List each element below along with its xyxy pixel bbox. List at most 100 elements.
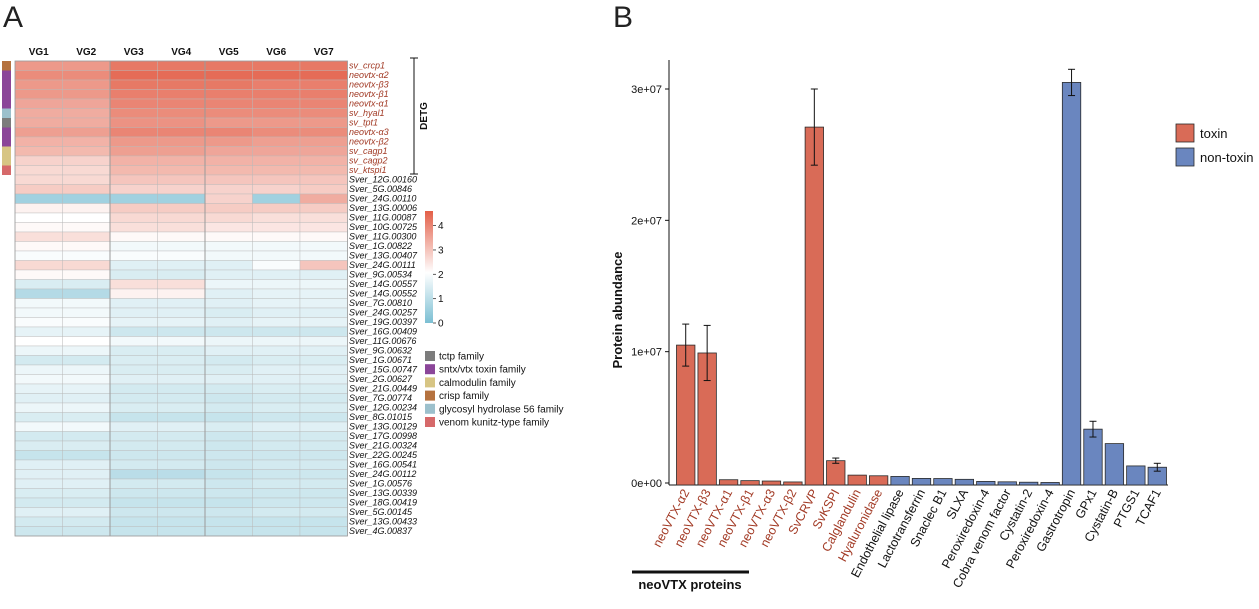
heatmap-cell — [299, 60, 348, 71]
y-tick-label: 0e+00 — [631, 478, 662, 490]
row-label: Sver_24G.00111 — [349, 260, 416, 270]
heatmap-cell — [62, 497, 111, 508]
heatmap-cell — [157, 231, 206, 242]
family-legend-label: calmodulin family — [439, 378, 516, 389]
heatmap-cell — [204, 70, 253, 81]
bar — [954, 478, 974, 486]
heatmap-cell — [62, 127, 111, 138]
heatmap-cell — [109, 155, 158, 166]
row-label: Sver_24G.00112 — [349, 469, 416, 479]
row-label: Sver_17G.00998 — [349, 431, 417, 441]
heatmap-cell — [14, 402, 63, 413]
heatmap-cell — [62, 279, 111, 290]
heatmap-cell — [252, 269, 301, 280]
row-label: Sver_21G.00449 — [349, 384, 417, 394]
row-label: Sver_12G.00160 — [349, 175, 417, 185]
heatmap-cell — [157, 412, 206, 423]
colorbar-tick-label: 2 — [438, 270, 444, 281]
heatmap-cell — [109, 374, 158, 385]
heatmap-cell — [252, 222, 301, 233]
heatmap-cell — [157, 317, 206, 328]
bar — [933, 478, 953, 486]
bar — [826, 460, 846, 486]
heatmap-cell — [252, 478, 301, 489]
heatmap-cell — [157, 307, 206, 318]
heatmap-cell — [109, 526, 158, 537]
heatmap-cell — [204, 184, 253, 195]
heatmap-cell — [157, 364, 206, 375]
heatmap-cell — [62, 412, 111, 423]
row-label: Sver_7G.00810 — [349, 298, 412, 308]
heatmap-cell — [109, 288, 158, 299]
heatmap-cell — [157, 516, 206, 527]
heatmap-cell — [62, 336, 111, 347]
row-label: Sver_8G.01015 — [349, 412, 413, 422]
column-label-vg1: VG1 — [29, 47, 49, 58]
heatmap-cell — [62, 89, 111, 100]
heatmap-cell — [157, 250, 206, 261]
bar-legend: toxin non-toxin — [1175, 123, 1253, 167]
heatmap-cell — [299, 98, 348, 109]
heatmap-cell — [14, 431, 63, 442]
heatmap-cell — [109, 431, 158, 442]
column-label-vg3: VG3 — [124, 47, 144, 58]
heatmap-cell — [252, 212, 301, 223]
heatmap-cell — [299, 326, 348, 337]
row-label: Sver_21G.00324 — [349, 441, 417, 451]
heatmap-cell — [157, 241, 206, 252]
heatmap-cell — [62, 345, 111, 356]
heatmap-column-labels: VG1 VG2 VG3 VG4 VG5 VG6 VG7 — [29, 47, 334, 58]
bar — [869, 475, 889, 486]
row-label: sv_ktspi1 — [349, 165, 387, 175]
heatmap-cell — [252, 412, 301, 423]
column-label-vg7: VG7 — [314, 47, 334, 58]
heatmap-cells — [14, 60, 348, 537]
heatmap-cell — [62, 241, 111, 252]
heatmap-cell — [14, 117, 63, 128]
heatmap-cell — [62, 117, 111, 128]
heatmap-cell — [109, 146, 158, 157]
heatmap-cell — [204, 412, 253, 423]
heatmap-cell — [14, 231, 63, 242]
heatmap-cell — [157, 345, 206, 356]
y-tick-label: 1e+07 — [631, 347, 662, 359]
heatmap-cell — [109, 383, 158, 394]
heatmap-cell — [14, 146, 63, 157]
row-label: Sver_13G.00407 — [349, 251, 418, 261]
row-label: Sver_11G.00300 — [349, 232, 416, 242]
heatmap-cell — [62, 307, 111, 318]
heatmap-cell — [252, 497, 301, 508]
family-annotation-cell — [2, 156, 11, 166]
row-label: Sver_18G.00419 — [349, 498, 417, 508]
heatmap-cell — [252, 203, 301, 214]
heatmap-cell — [204, 469, 253, 480]
heatmap-cell — [252, 317, 301, 328]
heatmap-cell — [14, 440, 63, 451]
family-legend-swatch — [425, 390, 435, 401]
heatmap-cell — [62, 136, 111, 147]
heatmap-cell — [299, 469, 348, 480]
heatmap-cell — [204, 117, 253, 128]
heatmap-cell — [204, 393, 253, 404]
heatmap-cell — [252, 174, 301, 185]
family-annotation-cell — [2, 146, 11, 156]
bar-legend-swatch — [1175, 123, 1195, 143]
heatmap-cell — [14, 60, 63, 71]
heatmap-cell — [14, 212, 63, 223]
heatmap-cell — [252, 184, 301, 195]
heatmap-cell — [157, 98, 206, 109]
heatmap-cell — [62, 184, 111, 195]
heatmap-cell — [62, 421, 111, 432]
heatmap-cell — [204, 260, 253, 271]
heatmap-cell — [299, 89, 348, 100]
heatmap-cell — [157, 127, 206, 138]
heatmap-cell — [252, 516, 301, 527]
family-legend-swatch — [425, 364, 435, 375]
heatmap-cell — [252, 231, 301, 242]
heatmap: VG1 VG2 VG3 VG4 VG5 VG6 VG7 sv_crcp1neovtx-α2n… — [2, 47, 564, 537]
heatmap-cell — [14, 307, 63, 318]
heatmap-cell — [14, 412, 63, 423]
heatmap-cell — [62, 108, 111, 119]
column-label-vg4: VG4 — [171, 47, 191, 58]
